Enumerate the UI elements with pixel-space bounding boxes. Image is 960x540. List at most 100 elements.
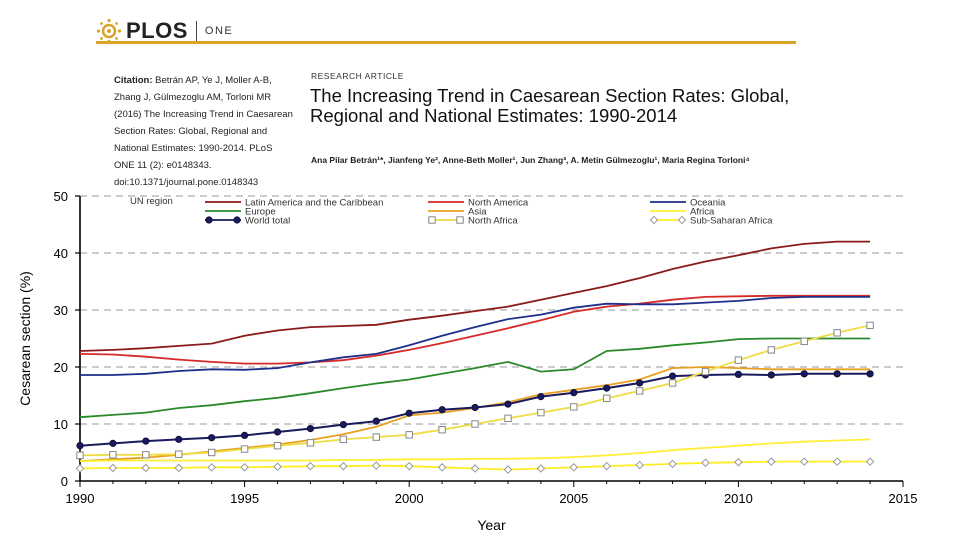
data-point-sub-saharan-africa — [602, 461, 612, 471]
chart-series — [75, 240, 875, 474]
citation-block: Citation: Betrán AP, Ye J, Moller A-B, Z… — [114, 72, 294, 191]
header-rule — [96, 41, 796, 44]
data-point-north-africa — [603, 394, 611, 403]
legend-item-sub-saharan-africa: Sub-Saharan Africa — [649, 216, 773, 227]
series-line-north-america — [79, 294, 871, 365]
legend-marker — [428, 216, 436, 224]
data-point-north-africa — [668, 379, 677, 387]
legend-marker — [205, 216, 213, 224]
data-point-world-total — [175, 435, 183, 443]
x-tick-label: 2015 — [889, 491, 918, 506]
data-point-north-africa — [471, 420, 479, 428]
data-point-sub-saharan-africa — [75, 464, 85, 473]
y-tick-label: 50 — [54, 189, 68, 204]
series-line-europe — [79, 337, 871, 419]
x-axis-title: Year — [477, 517, 506, 533]
data-point-world-total — [208, 434, 216, 442]
data-point-sub-saharan-africa — [273, 462, 282, 472]
data-point-sub-saharan-africa — [767, 457, 776, 466]
data-point-world-total — [438, 406, 446, 414]
legend-marker — [456, 216, 464, 224]
x-tick-label: 1995 — [230, 491, 259, 506]
series-line-oceania — [80, 296, 871, 376]
data-point-north-africa — [372, 433, 380, 441]
legend-item-asia: Asia — [428, 207, 487, 218]
legend-label: World total — [245, 216, 290, 227]
series-sub-saharan-africa — [75, 457, 875, 474]
data-point-sub-saharan-africa — [371, 461, 381, 470]
data-point-sub-saharan-africa — [865, 457, 875, 466]
legend-label: Europe — [245, 207, 276, 218]
series-oceania — [80, 296, 871, 376]
legend-item-north-america: North America — [428, 198, 529, 209]
legend-label: Africa — [690, 207, 715, 218]
data-point-sub-saharan-africa — [470, 464, 480, 473]
legend-label: Latin America and the Caribbean — [245, 198, 383, 209]
data-point-north-africa — [175, 450, 183, 458]
data-point-world-total — [866, 370, 874, 378]
legend-item-europe: Europe — [205, 207, 276, 218]
data-point-north-africa — [701, 367, 710, 376]
data-point-north-africa — [866, 321, 874, 330]
y-tick-label: 40 — [54, 246, 68, 261]
data-point-north-africa — [635, 387, 644, 395]
data-point-north-africa — [833, 329, 841, 337]
data-point-world-total — [800, 370, 808, 378]
data-point-world-total — [372, 417, 380, 425]
data-point-north-africa — [240, 445, 249, 453]
data-point-sub-saharan-africa — [108, 463, 118, 473]
data-point-sub-saharan-africa — [668, 459, 677, 469]
article-title: The Increasing Trend in Caesarean Sectio… — [310, 85, 790, 126]
data-point-world-total — [833, 370, 841, 378]
data-point-north-africa — [570, 403, 578, 411]
data-point-world-total — [734, 370, 743, 379]
data-point-north-africa — [537, 408, 545, 417]
chart-legend: UN region Latin America and the Caribbean… — [130, 196, 773, 227]
data-point-north-africa — [273, 441, 282, 450]
data-point-north-africa — [76, 451, 84, 460]
data-point-north-africa — [405, 431, 413, 439]
legend-item-latin-america-and-the-caribbean: Latin America and the Caribbean — [205, 198, 383, 209]
legend-label: Asia — [468, 207, 487, 218]
data-point-sub-saharan-africa — [799, 457, 809, 466]
data-point-sub-saharan-africa — [339, 461, 348, 471]
data-point-north-africa — [339, 435, 348, 444]
y-tick-label: 10 — [54, 417, 68, 432]
legend-label: Sub-Saharan Africa — [690, 216, 773, 227]
legend-marker — [233, 216, 241, 224]
logo-text: PLOS — [126, 18, 188, 43]
data-point-sub-saharan-africa — [141, 463, 151, 473]
legend-label: Oceania — [690, 198, 726, 209]
data-point-sub-saharan-africa — [635, 460, 644, 470]
citation-label: Citation: — [114, 75, 153, 86]
data-point-world-total — [471, 403, 479, 412]
y-tick-label: 20 — [54, 360, 68, 375]
series-north-america — [79, 294, 871, 365]
legend-item-north-africa: North Africa — [428, 216, 518, 227]
chart-axes: 0 10 20 30 40 50 1990 1995 2000 2005 2010 2015 Year C… — [17, 189, 917, 533]
data-point-sub-saharan-africa — [306, 461, 315, 471]
data-point-world-total — [570, 389, 578, 397]
legend-item-africa: Africa — [650, 207, 715, 218]
series-asia — [79, 366, 871, 462]
data-point-north-africa — [142, 451, 150, 459]
data-point-world-total — [109, 439, 117, 447]
series-line-asia — [79, 366, 871, 462]
data-point-world-total — [636, 379, 644, 387]
series-world-total — [76, 370, 874, 450]
data-point-world-total — [76, 442, 84, 450]
data-point-world-total — [306, 424, 315, 433]
y-tick-label: 0 — [61, 474, 68, 489]
logo-subtitle: ONE — [204, 25, 234, 37]
y-axis-title: Cesarean section (%) — [17, 271, 33, 406]
data-point-world-total — [142, 437, 150, 445]
data-point-sub-saharan-africa — [240, 463, 249, 472]
data-point-sub-saharan-africa — [832, 457, 842, 466]
legend-title: UN region — [130, 196, 173, 207]
plos-sun-icon — [96, 18, 122, 44]
citation-text: Betrán AP, Ye J, Moller A-B, Zhang J, Gü… — [114, 75, 293, 188]
cesarean-trend-chart: 0 10 20 30 40 50 1990 1995 2000 2005 2010 2015 Year C… — [17, 189, 917, 533]
author-list: Ana Pilar Betrán¹*, Jianfeng Ye², Anne-B… — [311, 155, 750, 165]
data-point-world-total — [537, 393, 545, 401]
data-point-world-total — [339, 420, 347, 429]
